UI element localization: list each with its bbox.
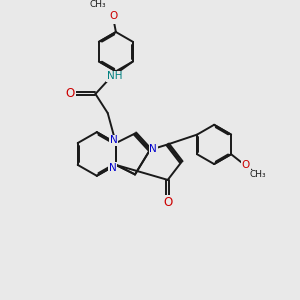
Text: N: N <box>109 163 116 172</box>
Text: CH₃: CH₃ <box>89 0 106 9</box>
Text: O: O <box>163 196 172 209</box>
Text: CH₃: CH₃ <box>250 170 266 179</box>
Text: N: N <box>149 143 157 154</box>
Text: O: O <box>242 160 250 170</box>
Text: O: O <box>66 87 75 101</box>
Text: NH: NH <box>107 71 122 81</box>
Text: N: N <box>110 135 118 145</box>
Text: O: O <box>110 11 118 21</box>
